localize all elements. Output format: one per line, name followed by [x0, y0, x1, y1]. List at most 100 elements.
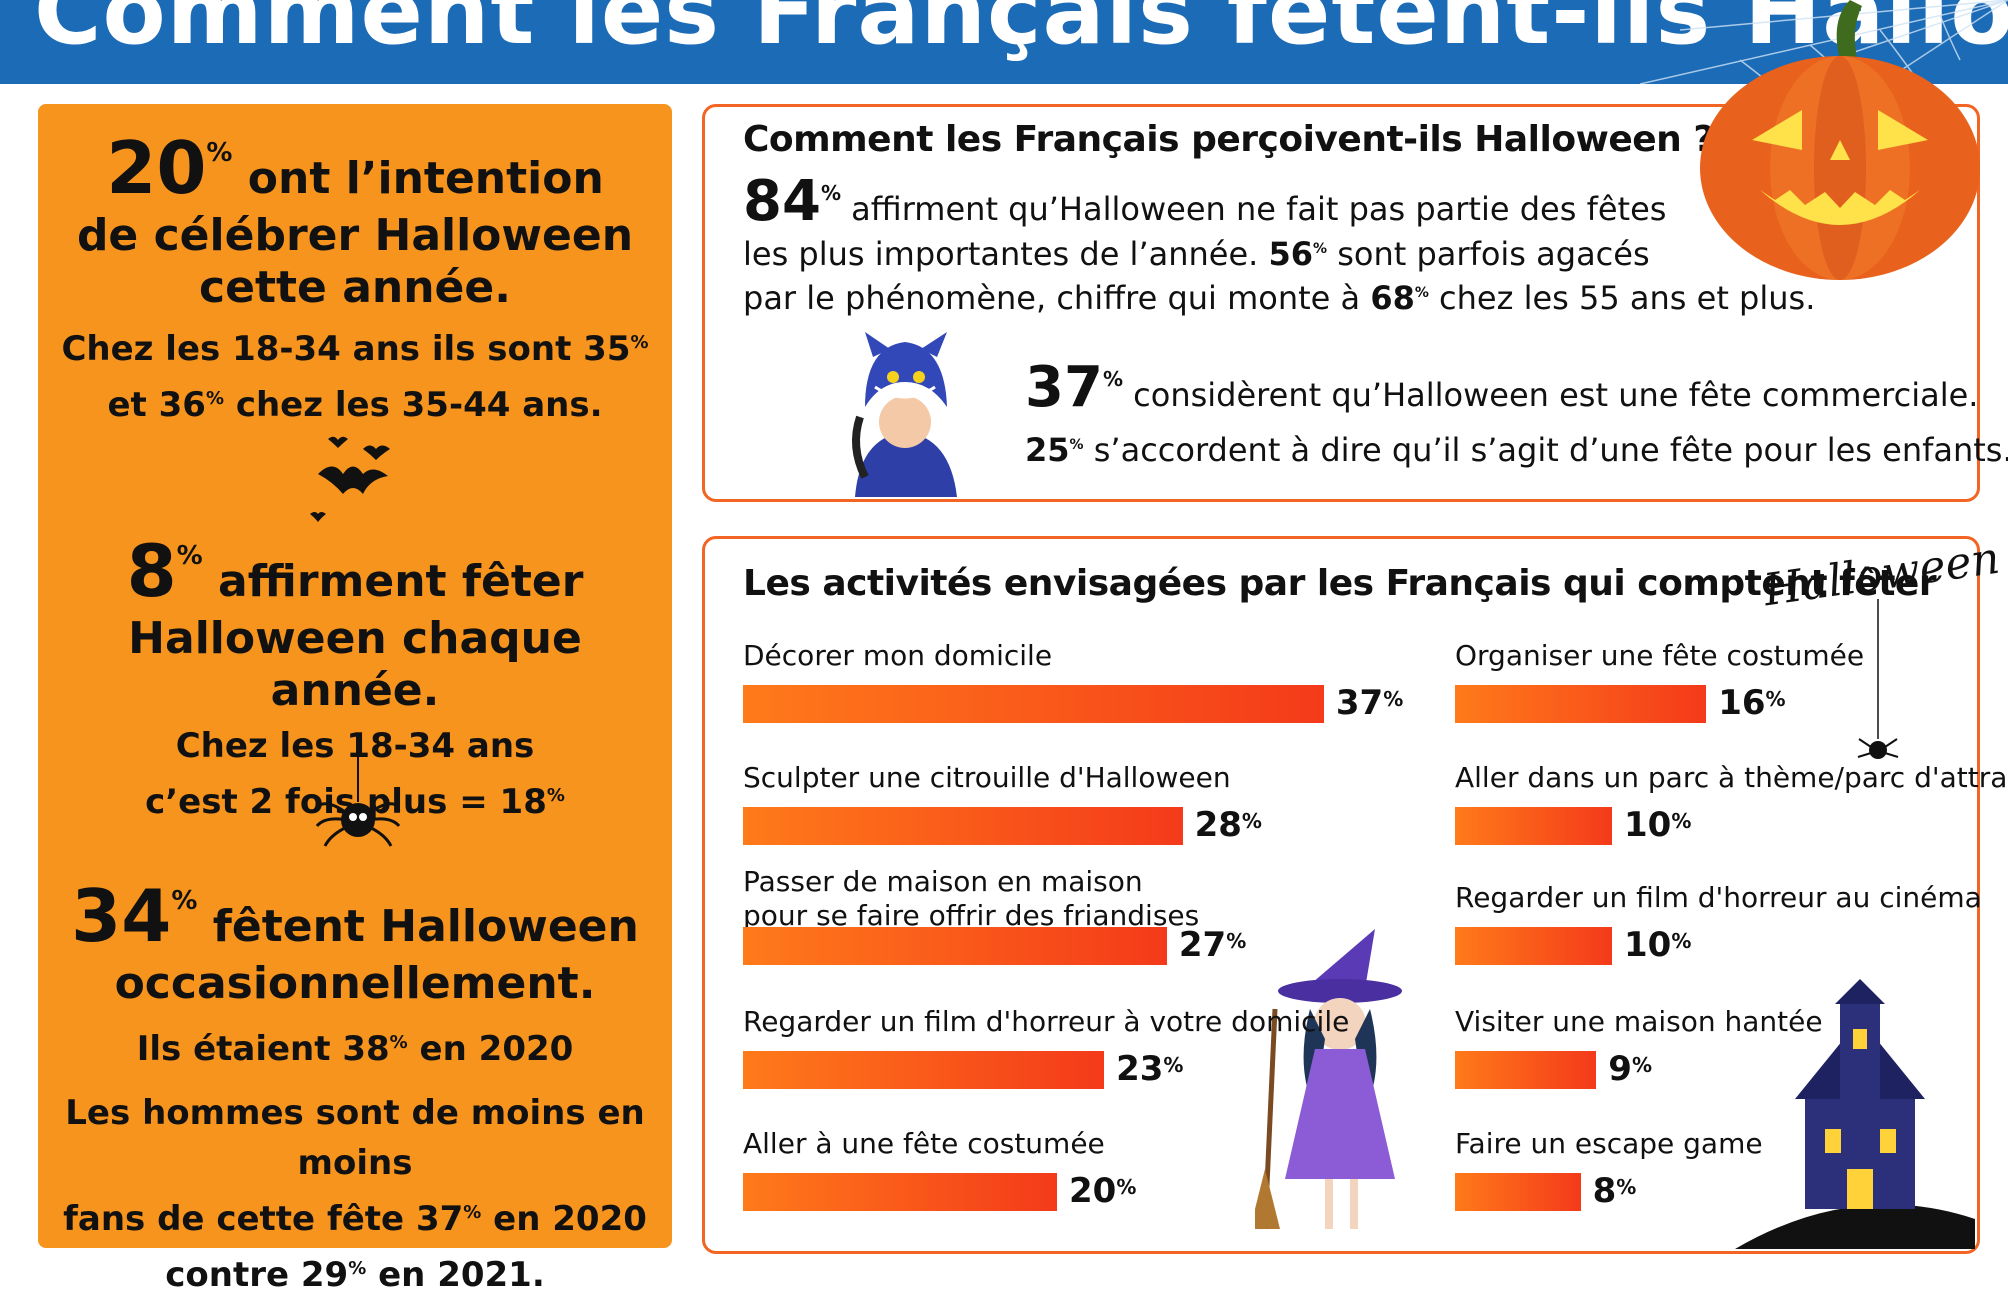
bar [1455, 685, 1707, 723]
stat3-detail-d-value: 29 [300, 1255, 349, 1295]
bar-label: Décorer mon domicile [743, 639, 1053, 672]
stat3-detail-c-post: en 2020 [481, 1199, 647, 1239]
header-bar: Comment les Français fêtent-ils Hallowee… [0, 0, 2008, 84]
percent-sign: % [205, 388, 224, 409]
percent-sign: % [1069, 437, 1084, 453]
bar-label: Organiser une fête costumée [1455, 639, 1865, 672]
percent-sign: % [1383, 687, 1404, 711]
spider-icon [315, 744, 401, 847]
bar [1455, 927, 1612, 965]
stat2-detail-a: Chez les 18-34 ans [175, 726, 535, 766]
perception-t1: affirment qu’Halloween ne fait pas parti… [840, 190, 1667, 228]
percent-sign: % [1616, 1175, 1637, 1199]
percent-sign: % [1116, 1175, 1137, 1199]
perception-t3a: par le phénomène, chiffre qui monte à [743, 279, 1371, 317]
stat2-line1: affirment fêter [202, 556, 584, 607]
bar [743, 685, 1324, 723]
bar-label: Passer de maison en maison pour se faire… [743, 865, 1200, 932]
percent-sign: % [1163, 1053, 1184, 1077]
bar [1455, 1051, 1597, 1089]
stat1-detail-a: Chez les 18-34 ans ils sont [61, 329, 584, 369]
percent-sign: % [171, 886, 198, 916]
percent-sign: % [630, 332, 649, 353]
percent-sign: % [1765, 687, 1786, 711]
stat3-detail-d-post: en 2021. [366, 1255, 545, 1295]
bar-value-label: 20% [1069, 1171, 1137, 1211]
stat-block-1: 20% ont l’intention de célébrer Hallowee… [38, 126, 672, 430]
stat1-line1: ont l’intention [232, 153, 604, 204]
stat3-detail-a-pre: Ils étaient [136, 1029, 343, 1069]
stat1-line3: cette année. [199, 262, 511, 313]
stat3-detail-b: Les hommes sont de moins en moins [65, 1093, 645, 1183]
perception-v5: 25 [1025, 431, 1070, 469]
stat1-line2: de célébrer Halloween [76, 210, 634, 261]
bar-value-label: 9% [1608, 1049, 1653, 1089]
werewolf-girl-icon [852, 332, 957, 497]
perception-heading: Comment les Français perçoivent-ils Hall… [743, 119, 1714, 160]
bar [1455, 1173, 1581, 1211]
stat1-detail-b-pre: et [107, 385, 159, 425]
activities-heading: Les activités envisagées par les Françai… [743, 563, 1937, 604]
stat3-detail-d-pre: contre [165, 1255, 301, 1295]
perception-t2b: sont parfois agacés [1327, 235, 1650, 273]
stat2-line2: Halloween chaque année. [128, 613, 582, 716]
perception-t3b: chez les 55 ans et plus. [1428, 279, 1816, 317]
bar-value-label: 27% [1178, 925, 1247, 965]
bar-label: Visiter une maison hantée [1455, 1005, 1823, 1038]
bar [743, 1173, 1057, 1211]
bats-icon [310, 436, 390, 522]
percent-sign: % [463, 1202, 482, 1223]
perception-v3: 68 [1370, 279, 1415, 317]
page-title: Comment les Français fêtent-ils Hallowee… [34, 0, 2008, 65]
witch-icon [1255, 929, 1402, 1230]
perception-v2: 56 [1268, 235, 1314, 273]
percent-sign: % [389, 1032, 408, 1053]
bar-value-label: 10% [1624, 805, 1692, 845]
bar-value-label: 10% [1624, 925, 1692, 965]
left-stats-panel: 20% ont l’intention de célébrer Hallowee… [38, 104, 672, 1295]
percent-sign: % [348, 1258, 367, 1279]
bar-label: Regarder un film d'horreur au cinéma [1455, 881, 1982, 914]
activities-panel: Les activités envisagées par les Françai… [702, 533, 2008, 1254]
stat3-detail-c-value: 37 [415, 1199, 464, 1239]
percent-sign: % [1671, 809, 1692, 833]
stat1-detail-b-value: 36 [158, 385, 206, 425]
stat2-value: 8 [126, 529, 177, 613]
stat2-detail-b-value: 18 [499, 782, 547, 822]
bar-value-label: 28% [1194, 805, 1262, 845]
percent-sign: % [1414, 285, 1429, 301]
perception-t5: s’accordent à dire qu’il s’agit d’une fê… [1083, 431, 2008, 469]
bar [743, 927, 1167, 965]
hanging-spider-icon [1857, 599, 1899, 759]
stat3-value: 34 [71, 874, 172, 958]
stat3-detail-a-post: en 2020 [407, 1029, 574, 1069]
percent-sign: % [820, 181, 841, 205]
perception-v4: 37 [1025, 355, 1103, 420]
stat3-line2: occasionnellement. [114, 958, 596, 1009]
bar-value-label: 16% [1718, 683, 1786, 723]
bar [743, 807, 1183, 845]
bar-label: Sculpter une citrouille d'Halloween [743, 761, 1231, 794]
percent-sign: % [1241, 809, 1262, 833]
percent-sign: % [176, 541, 203, 571]
perception-t4: considèrent qu’Halloween est une fête co… [1122, 376, 1979, 414]
stat3-detail-a-value: 38 [342, 1029, 390, 1069]
percent-sign: % [1226, 929, 1247, 953]
stat1-detail-a-value: 35 [583, 329, 631, 369]
bar-label: Faire un escape game [1455, 1127, 1763, 1160]
percent-sign: % [1102, 367, 1123, 391]
percent-sign: % [1313, 241, 1328, 257]
pumpkin-icon [1700, 0, 1980, 280]
bar-label: Regarder un film d'horreur à votre domic… [743, 1005, 1350, 1038]
percent-sign: % [546, 785, 565, 806]
bar-label: Aller à une fête costumée [743, 1127, 1105, 1160]
stat2-detail-b: c’est 2 fois plus = [145, 782, 500, 822]
haunted-house-icon [1735, 979, 1975, 1249]
percent-sign: % [1671, 929, 1692, 953]
perception-v1: 84 [743, 169, 821, 234]
stat-block-2: 8% affirment fêter Halloween chaque anné… [38, 529, 672, 827]
bar-value-label: 8% [1592, 1171, 1637, 1211]
stat1-detail-b-post: chez les 35-44 ans. [223, 385, 603, 425]
bar-label: Aller dans un parc à thème/parc d'attrac… [1455, 761, 2008, 794]
stat1-value: 20 [106, 126, 207, 210]
